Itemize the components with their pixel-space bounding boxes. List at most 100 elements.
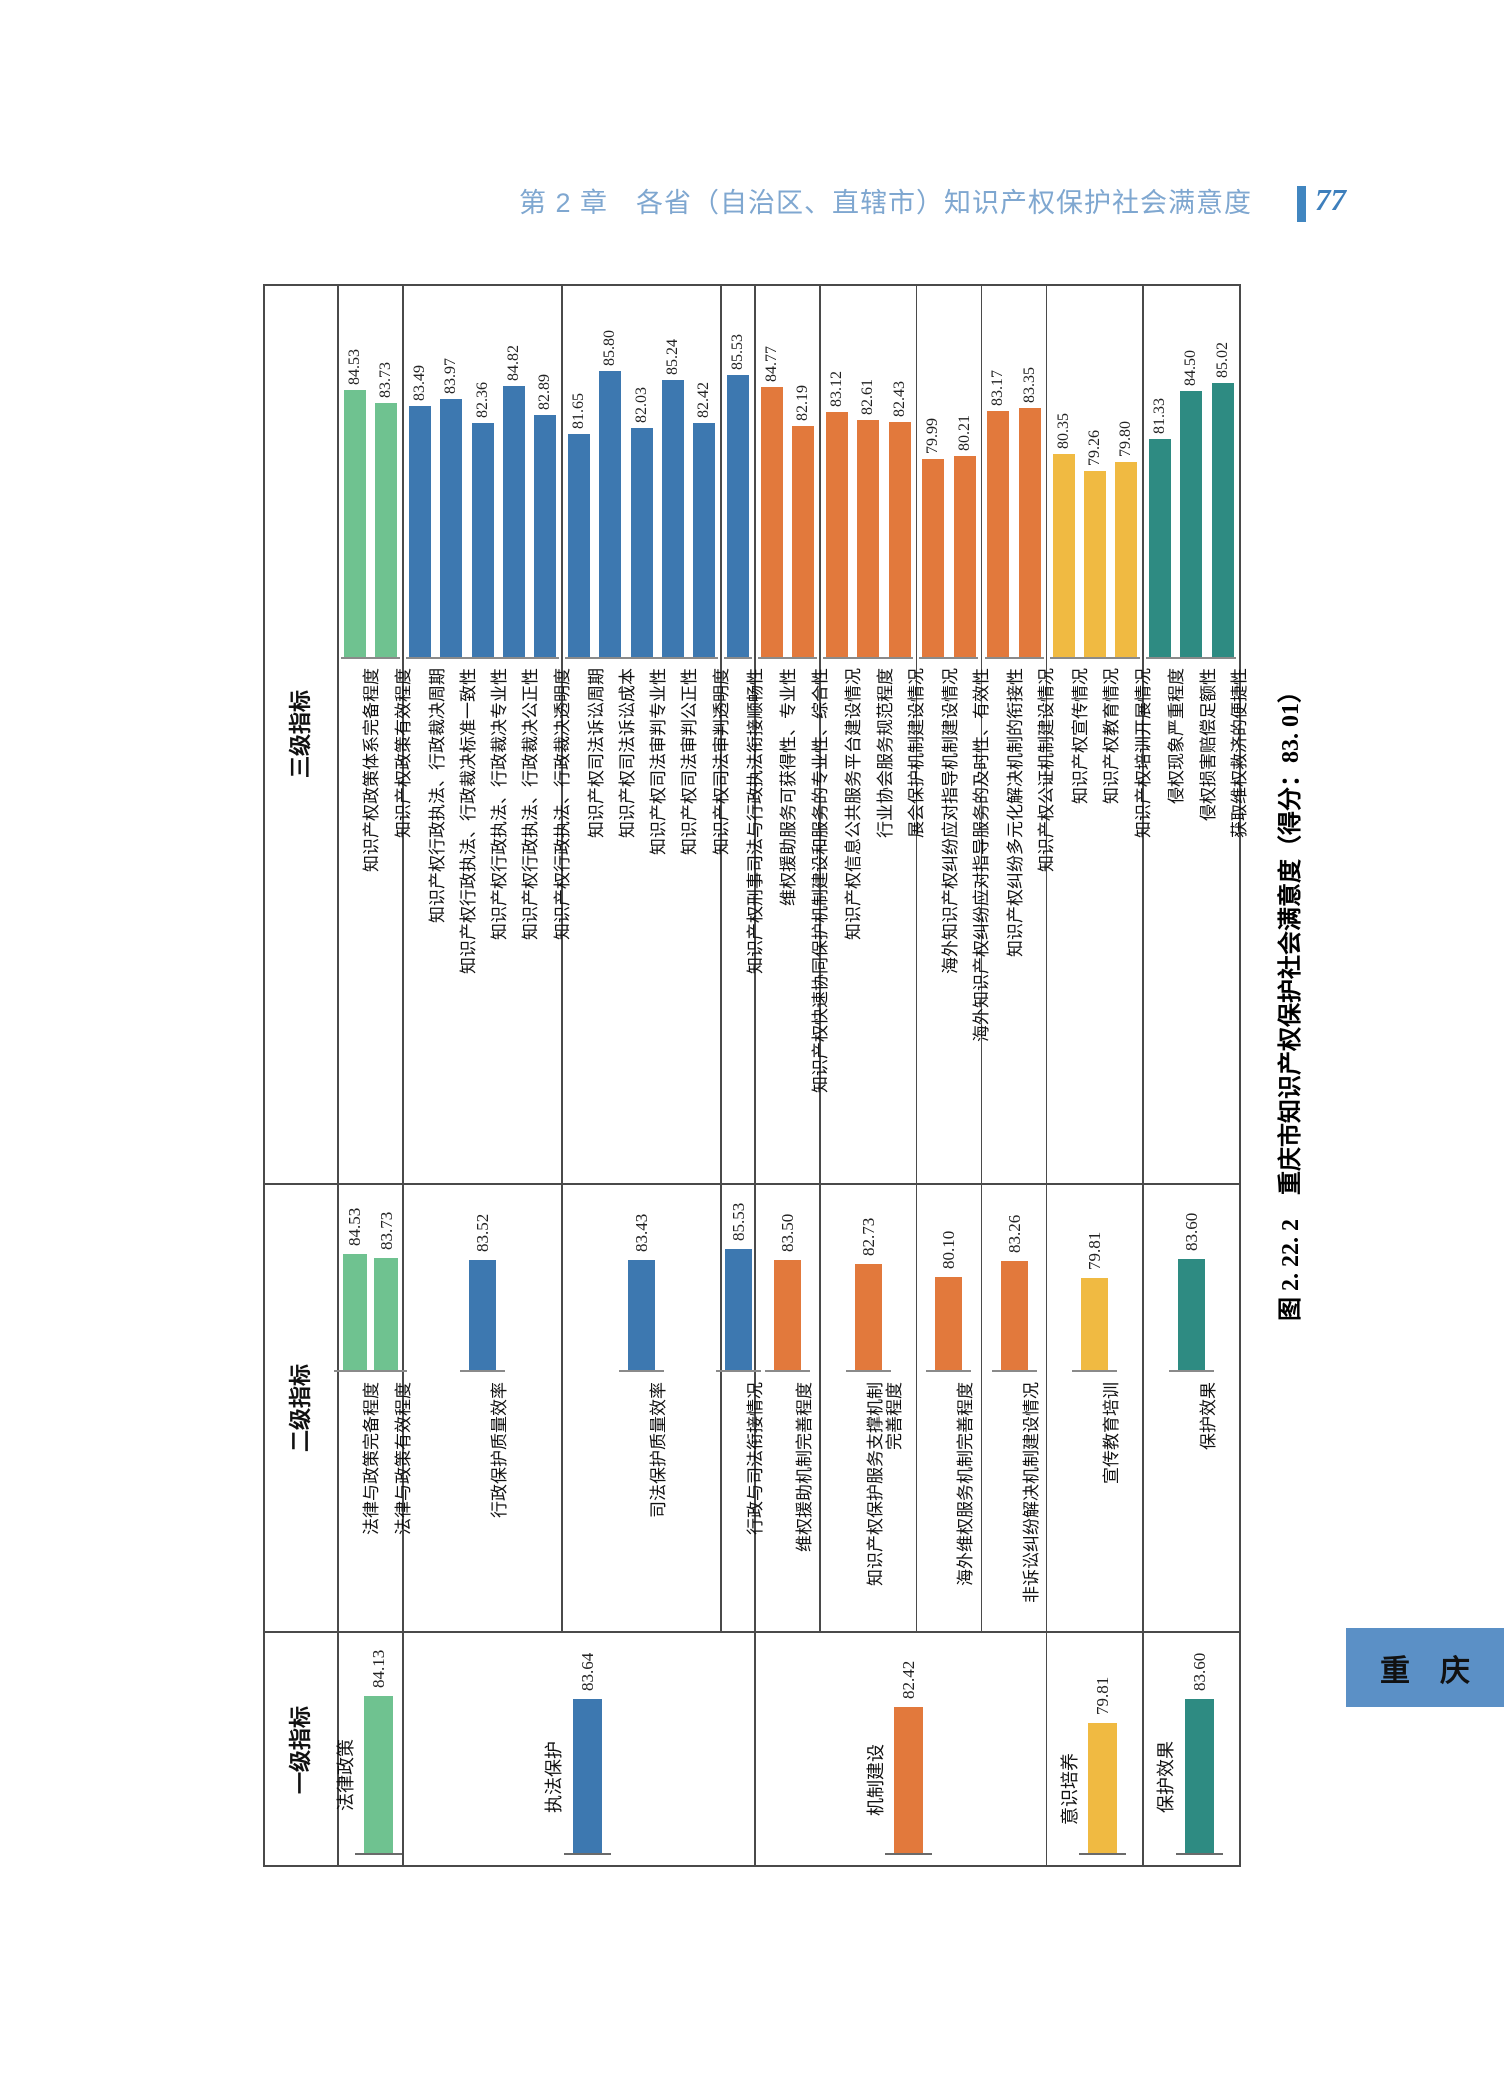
bar [854, 1263, 882, 1371]
bar [1088, 1723, 1118, 1854]
category-label: 知识产权纠纷多元化解决机制的衔接性 [1005, 668, 1025, 957]
category-label: 海外知识产权纠纷应对指导机制建设情况 [940, 668, 960, 974]
axis-baseline [757, 657, 817, 659]
value-label: 82.73 [858, 1217, 878, 1256]
bar [572, 1699, 602, 1854]
category-label: 三级指标 [287, 690, 313, 779]
bar [534, 415, 557, 658]
category-label: 知识产权政策体系完备程度 [362, 668, 382, 872]
bar [894, 1706, 924, 1854]
axis-baseline [1175, 1853, 1223, 1855]
category-label: 法律与政策有效程度 [393, 1382, 413, 1535]
bar [630, 428, 653, 658]
bar [409, 406, 431, 658]
bar [502, 386, 525, 658]
category-label: 法律政策 [335, 1738, 356, 1811]
axis-baseline [619, 1370, 665, 1372]
category-label: 维权援助机制完善程度 [794, 1382, 814, 1552]
category-label: 知识产权行政执法、行政裁决透明度 [552, 668, 572, 940]
header-accent-bar [1297, 186, 1306, 222]
bar [628, 1259, 656, 1371]
category-label: 知识产权司法诉讼成本 [617, 668, 637, 838]
category-label: 知识产权刑事司法与行政执法衔接顺畅性 [745, 668, 765, 974]
axis-baseline [926, 1370, 972, 1372]
value-label: 79.81 [1085, 1232, 1105, 1271]
bar [760, 386, 783, 658]
category-label: 执法保护 [544, 1740, 564, 1813]
value-label: 83.97 [442, 357, 460, 394]
grid-boundary-line [263, 1183, 1241, 1185]
value-label: 84.82 [504, 345, 522, 382]
bar [693, 422, 716, 658]
value-label: 80.21 [955, 415, 973, 452]
value-label: 84.53 [345, 1208, 365, 1247]
bar [935, 1276, 963, 1371]
grid-separator-line [980, 284, 983, 1632]
value-label: 82.42 [695, 381, 713, 418]
category-label: 知识产权行政执法、行政裁决专业性 [490, 668, 510, 940]
grid-separator-line [1045, 1632, 1048, 1867]
chart-frame [263, 284, 1241, 1867]
figure-caption: 图 2. 22. 2 重庆市知识产权保护社会满意度（得分：83. 01） [1278, 679, 1304, 1321]
value-label: 83.43 [632, 1213, 652, 1252]
axis-baseline [724, 657, 752, 659]
bar [1115, 462, 1138, 658]
bar [375, 402, 398, 658]
axis-baseline [565, 657, 719, 659]
value-label: 83.26 [1004, 1214, 1024, 1253]
value-label: 79.81 [1093, 1677, 1113, 1716]
axis-baseline [845, 1370, 891, 1372]
category-label: 行政与司法衔接情况 [745, 1382, 765, 1535]
category-label: 知识产权宣传情况 [1071, 668, 1090, 804]
grid-separator-line [1142, 284, 1144, 1632]
bar [599, 371, 622, 658]
value-label: 83.50 [777, 1213, 797, 1252]
category-label: 侵权损害赔偿足额性 [1198, 668, 1218, 821]
bar [1000, 1260, 1028, 1371]
value-label: 84.77 [762, 345, 780, 382]
category-label: 展会保护机制建设情况 [907, 668, 926, 838]
province-tab-label: 重 庆 [1380, 1654, 1470, 1688]
category-label: 非诉讼纠纷解决机制建设情况 [1021, 1382, 1041, 1603]
axis-baseline [885, 1853, 933, 1855]
axis-baseline [460, 1370, 506, 1372]
bar [773, 1259, 801, 1371]
value-label: 82.36 [473, 382, 491, 419]
axis-baseline [355, 1853, 403, 1855]
axis-baseline [823, 657, 914, 659]
category-label: 知识产权行政执法、行政裁决周期 [427, 668, 447, 923]
category-label: 保护效果 [1156, 1740, 1177, 1813]
bar [342, 1254, 367, 1371]
page-header: 第 2 章 各省（自治区、直辖市）知识产权保护社会满意度 [500, 186, 1252, 220]
category-label: 机制建设 [865, 1744, 886, 1817]
bar [440, 398, 463, 658]
province-tab: 重 庆 [1346, 1628, 1504, 1707]
grid-boundary-line [263, 1631, 1241, 1633]
bar [1184, 1699, 1214, 1854]
value-label: 83.17 [989, 370, 1007, 407]
category-label: 知识产权培训开展情况 [1133, 668, 1153, 838]
value-label: 82.19 [794, 385, 812, 422]
value-label: 82.89 [536, 374, 554, 411]
category-label: 知识产权司法审判专业性 [649, 668, 669, 855]
value-label: 83.64 [577, 1652, 597, 1692]
bar [825, 411, 848, 658]
category-label: 知识产权司法诉讼周期 [586, 668, 606, 838]
category-label: 知识产权教育情况 [1102, 668, 1122, 804]
value-label: 83.35 [1020, 367, 1038, 404]
bar [727, 375, 749, 658]
axis-baseline [1146, 657, 1237, 659]
axis-baseline [1049, 657, 1140, 659]
chapter-title: 第 2 章 各省（自治区、直辖市）知识产权保护社会满意度 [518, 188, 1252, 218]
value-label: 83.60 [1181, 1212, 1201, 1252]
category-label: 知识产权司法审判公正性 [680, 668, 700, 855]
category-label: 意识培养 [1059, 1752, 1080, 1825]
value-label: 83.73 [376, 1212, 396, 1251]
grid-separator-line [561, 284, 563, 1632]
bar [1052, 454, 1075, 658]
axis-baseline [764, 1370, 810, 1372]
value-label: 83.73 [377, 361, 395, 398]
value-label: 81.65 [570, 393, 587, 430]
grid-separator-line [720, 284, 722, 1632]
category-label: 知识产权政策有效程度 [393, 668, 413, 838]
